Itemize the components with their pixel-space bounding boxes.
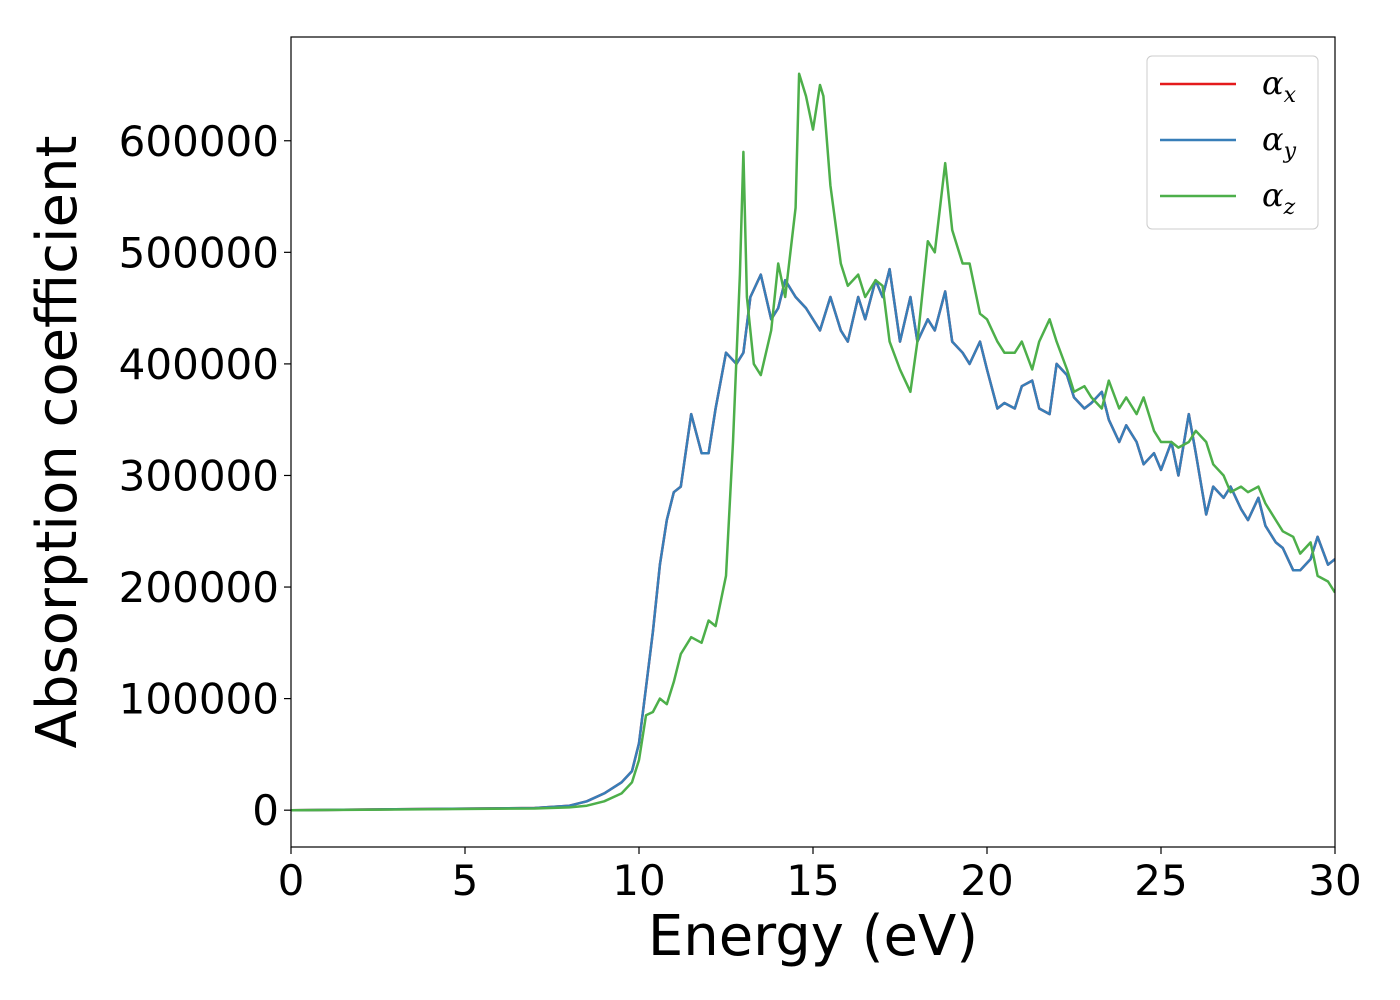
x-tick-label: 15 xyxy=(786,856,839,905)
y-tick-label: 300000 xyxy=(119,451,279,500)
x-tick-label: 10 xyxy=(612,856,665,905)
y-axis-title: Absorption coefficient xyxy=(25,136,90,749)
legend-label-x: αx xyxy=(1262,64,1297,108)
series-line-x xyxy=(291,267,1335,812)
x-tick-label: 20 xyxy=(960,856,1013,905)
legend-frame xyxy=(1146,55,1319,230)
y-tick-label: 200000 xyxy=(119,563,279,612)
y-tick-label: 600000 xyxy=(119,117,279,166)
plot-area xyxy=(291,72,1335,812)
y-tick-label: 500000 xyxy=(119,228,279,277)
x-axis-ticks: 0 5 10 15 20 25 30 xyxy=(278,847,1362,905)
series-line-z xyxy=(291,72,1335,812)
y-tick-label: 100000 xyxy=(119,675,279,724)
x-tick-label: 0 xyxy=(278,856,305,905)
x-tick-label: 30 xyxy=(1308,856,1361,905)
legend-label-y: αy xyxy=(1262,120,1297,164)
y-tick-label: 400000 xyxy=(119,340,279,389)
legend-label-z: αz xyxy=(1262,176,1296,220)
x-tick-label: 5 xyxy=(452,856,479,905)
x-axis-title: Energy (eV) xyxy=(648,904,978,969)
legend: αx αy αz xyxy=(1146,55,1319,230)
series-line-y xyxy=(291,267,1335,812)
y-axis-ticks: 0 100000 200000 300000 400000 500000 600000 xyxy=(119,117,291,835)
x-tick-label: 25 xyxy=(1134,856,1187,905)
y-tick-label: 0 xyxy=(252,786,279,835)
